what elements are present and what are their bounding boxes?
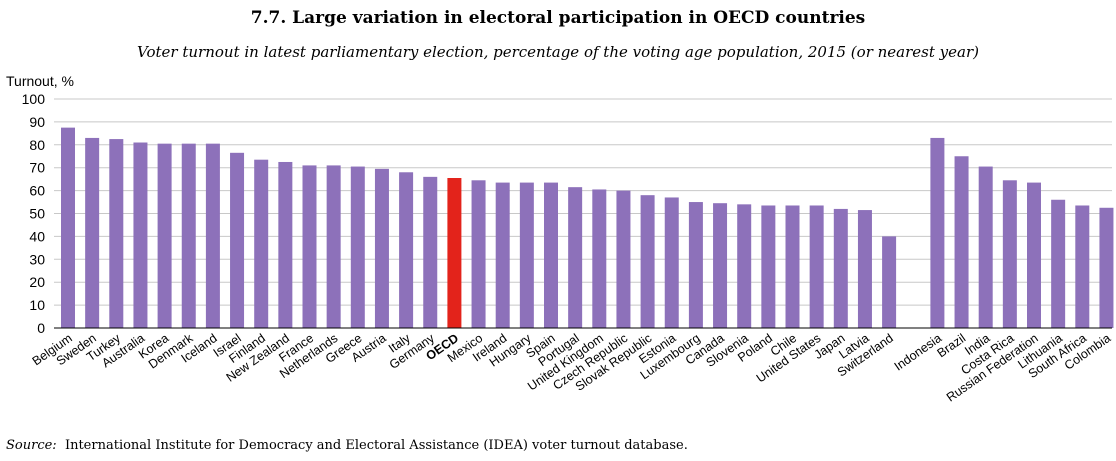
bar-denmark bbox=[181, 143, 196, 328]
bar-estonia bbox=[664, 197, 679, 328]
bar-france bbox=[302, 165, 317, 328]
chart-title: 7.7. Large variation in electoral partic… bbox=[250, 8, 866, 28]
bar-indonesia bbox=[930, 137, 945, 328]
y-tick-label: 20 bbox=[29, 274, 45, 290]
bar-new-zealand bbox=[278, 161, 293, 328]
bar-united-kingdom bbox=[592, 189, 607, 328]
bar-germany bbox=[423, 176, 438, 328]
bar-oecd bbox=[447, 178, 462, 328]
bar-greece bbox=[350, 166, 365, 328]
source-note: Source: International Institute for Demo… bbox=[6, 438, 688, 453]
source-text: International Institute for Democracy an… bbox=[64, 438, 688, 453]
y-axis-label: Turnout, % bbox=[6, 73, 74, 89]
bar-netherlands bbox=[326, 165, 341, 328]
bar-latvia bbox=[857, 210, 872, 328]
x-axis-labels: BelgiumSwedenTurkeyAustraliaKoreaDenmark… bbox=[30, 331, 1114, 405]
bar-portugal bbox=[568, 187, 583, 328]
chart-subtitle: Voter turnout in latest parliamentary el… bbox=[137, 43, 979, 61]
bar-iceland bbox=[205, 143, 220, 328]
bar-united-states bbox=[809, 205, 824, 328]
bar-austria bbox=[374, 168, 389, 328]
bar-ireland bbox=[495, 182, 510, 328]
y-tick-label: 40 bbox=[29, 228, 45, 244]
y-tick-label: 100 bbox=[22, 91, 46, 107]
y-tick-label: 0 bbox=[37, 320, 45, 336]
y-tick-label: 10 bbox=[29, 297, 45, 313]
bar-japan bbox=[833, 208, 848, 328]
y-tick-label: 60 bbox=[29, 183, 45, 199]
bar-slovenia bbox=[737, 204, 752, 328]
bar-russian-federation bbox=[1027, 182, 1041, 328]
bar-australia bbox=[133, 142, 148, 328]
source-label: Source: bbox=[6, 438, 57, 453]
y-tick-label: 30 bbox=[29, 251, 45, 267]
y-tick-label: 90 bbox=[29, 114, 45, 130]
bar-colombia bbox=[1099, 207, 1114, 328]
bar-poland bbox=[761, 205, 776, 328]
bar-brazil bbox=[954, 156, 969, 328]
bar-slovak-republic bbox=[640, 195, 655, 328]
bar-hungary bbox=[519, 182, 534, 328]
bar-belgium bbox=[61, 127, 75, 328]
y-tick-label: 80 bbox=[29, 137, 45, 153]
bar-south-africa bbox=[1075, 205, 1090, 328]
bar-sweden bbox=[85, 137, 100, 328]
bar-finland bbox=[254, 159, 269, 328]
bar-turkey bbox=[109, 139, 124, 328]
bar-korea bbox=[157, 143, 172, 328]
bar-switzerland bbox=[882, 236, 897, 328]
bar-spain bbox=[544, 182, 558, 328]
bar-mexico bbox=[471, 180, 486, 328]
bars bbox=[61, 127, 1114, 328]
y-tick-label: 70 bbox=[29, 160, 45, 176]
bar-india bbox=[978, 166, 993, 328]
y-tick-label: 50 bbox=[29, 206, 45, 222]
bar-canada bbox=[713, 203, 728, 328]
bar-lithuania bbox=[1051, 199, 1066, 328]
bar-israel bbox=[230, 152, 245, 328]
bar-costa-rica bbox=[1002, 180, 1017, 328]
bar-chile bbox=[785, 205, 800, 328]
y-axis-ticks: 0 10 20 30 40 50 60 70 80 90 100 bbox=[22, 91, 46, 336]
bar-italy bbox=[399, 172, 414, 328]
bar-luxembourg bbox=[688, 202, 703, 328]
bar-czech-republic bbox=[616, 190, 631, 328]
